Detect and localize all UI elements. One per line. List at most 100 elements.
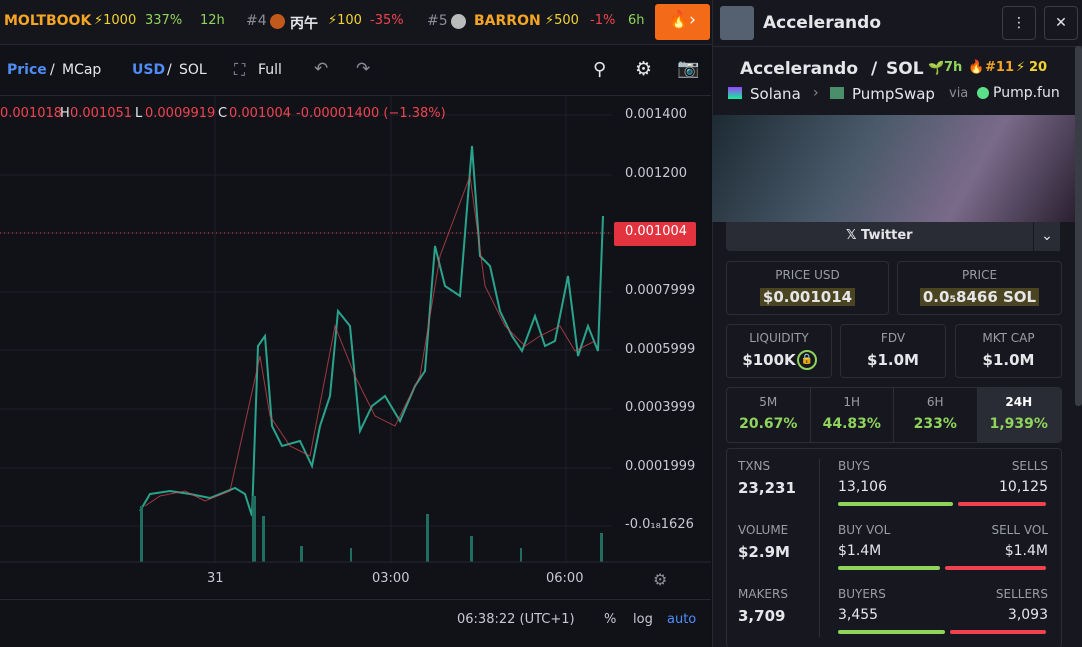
stat-label: MAKERS bbox=[738, 587, 788, 601]
mkt-cap-card: MKT CAP $1.0M bbox=[955, 324, 1062, 378]
ticker-name[interactable]: 丙午 bbox=[290, 16, 318, 32]
separator: / bbox=[167, 62, 172, 78]
ticker-bar bbox=[0, 0, 712, 45]
stat-label: TXNS bbox=[738, 459, 771, 473]
menu-button[interactable]: ⋮ bbox=[1002, 6, 1036, 40]
grid bbox=[0, 96, 612, 562]
screenshot-button[interactable]: 📷 bbox=[677, 58, 700, 79]
stat-value: 3,709 bbox=[738, 607, 786, 625]
timeframe-tab[interactable]: 5M 20.67% bbox=[727, 388, 811, 442]
price-card: PRICE 0.0₅8466 SOL bbox=[897, 261, 1062, 315]
card-label: PRICE bbox=[961, 268, 998, 282]
auto-toggle[interactable]: auto bbox=[667, 612, 697, 627]
banner-image bbox=[712, 115, 1075, 222]
pair-rank: #11 bbox=[985, 60, 1014, 75]
current-price-badge bbox=[614, 222, 696, 246]
buy-bar bbox=[838, 502, 953, 506]
price-toggle[interactable]: Price bbox=[7, 62, 47, 78]
full-button[interactable]: Full bbox=[258, 62, 282, 78]
sol-toggle[interactable]: SOL bbox=[179, 62, 207, 78]
dex-icon bbox=[830, 87, 844, 99]
full-icon: ⛶ bbox=[234, 60, 246, 79]
pair-boost: 20 bbox=[1029, 60, 1048, 75]
x-tick-label: 31 bbox=[207, 571, 224, 586]
ticker-change: -1% bbox=[590, 13, 616, 28]
sell-label: SELLERS bbox=[995, 587, 1048, 601]
undo-button[interactable]: ↶ bbox=[314, 59, 329, 79]
settings-button[interactable]: ⚙ bbox=[635, 58, 653, 80]
via: via bbox=[949, 86, 969, 101]
buy-value: 13,106 bbox=[838, 479, 887, 495]
indicator-button[interactable]: ⚲ bbox=[593, 59, 607, 80]
tab-label: 1H bbox=[843, 395, 861, 409]
current-price: 0.001004 bbox=[625, 224, 688, 239]
launchpad-icon bbox=[977, 87, 989, 99]
x-tick-label: 06:00 bbox=[546, 571, 584, 586]
close-button[interactable]: ✕ bbox=[1044, 6, 1078, 40]
timeframe-tabs: 5M 20.67% 1H 44.83% 6H 233% 24H 1,939% bbox=[726, 387, 1062, 443]
ticker-boost: ⚡500 bbox=[545, 13, 579, 28]
dex[interactable]: PumpSwap bbox=[852, 85, 935, 103]
stat-value: 23,231 bbox=[738, 479, 796, 497]
card-label: LIQUIDITY bbox=[749, 331, 809, 345]
trending-button[interactable] bbox=[655, 4, 710, 40]
pair-age: 7h bbox=[944, 60, 963, 75]
y-tick-label: 0.0003999 bbox=[625, 400, 696, 415]
buy-label: BUYS bbox=[838, 459, 870, 473]
mcap-toggle[interactable]: MCap bbox=[62, 62, 102, 78]
timeframe-tab[interactable]: 24H 1,939% bbox=[977, 388, 1061, 442]
card-label: PRICE USD bbox=[775, 268, 840, 282]
twitter-label: 𝕏 Twitter bbox=[846, 228, 913, 243]
volume-bars bbox=[140, 496, 603, 562]
sell-value: $1.4M bbox=[1004, 543, 1048, 559]
y-tick-label: 0.0001999 bbox=[625, 459, 696, 474]
launchpad[interactable]: Pump.fun bbox=[993, 85, 1060, 101]
y-tick-label: 0.0007999 bbox=[625, 283, 696, 298]
axis-settings[interactable]: ⚙ bbox=[653, 570, 668, 589]
card-value: $100K bbox=[742, 351, 796, 369]
buy-value: $1.4M bbox=[838, 543, 882, 559]
ohlc-h-label: H bbox=[60, 106, 70, 121]
ticker-age: 6h bbox=[628, 13, 645, 28]
tab-label: 6H bbox=[926, 395, 944, 409]
redo-button[interactable]: ↷ bbox=[356, 59, 371, 79]
tab-change: 233% bbox=[913, 416, 957, 432]
ticker-name[interactable]: MOLTBOOK bbox=[4, 13, 92, 29]
ohlc-open: 0.001018 bbox=[0, 106, 63, 121]
fire-icon: 🔥› bbox=[668, 10, 696, 30]
sell-value: 3,093 bbox=[1007, 607, 1048, 623]
expand-button[interactable]: ⌄ bbox=[1034, 222, 1060, 251]
sell-bar bbox=[944, 566, 1046, 570]
usd-toggle[interactable]: USD bbox=[132, 62, 166, 78]
price-usd: $0.001014 bbox=[759, 288, 856, 306]
card-label: MKT CAP bbox=[982, 331, 1035, 345]
tab-change: 44.83% bbox=[822, 416, 881, 432]
token-icon bbox=[270, 14, 285, 29]
twitter-button[interactable] bbox=[726, 222, 1033, 251]
pair-base: Accelerando bbox=[740, 59, 859, 79]
card-value: 0.0₅8466 SOL bbox=[898, 288, 1061, 306]
timeframe-tab[interactable]: 6H 233% bbox=[894, 388, 978, 442]
log-toggle[interactable]: log bbox=[633, 612, 653, 627]
ticker-rank: #5 bbox=[427, 13, 448, 29]
y-tick-label: -0.0₁₈1626 bbox=[625, 517, 694, 532]
ticker-change: 337% bbox=[145, 13, 183, 28]
y-tick-label: 0.0005999 bbox=[625, 342, 696, 357]
ticker-rank: #4 bbox=[246, 13, 267, 29]
ohlc-close: 0.001004 bbox=[229, 106, 292, 121]
liquidity-card: LIQUIDITY $100K 🔒 bbox=[726, 324, 832, 378]
ticker-age: 12h bbox=[200, 13, 225, 28]
percent-toggle[interactable]: % bbox=[604, 612, 617, 627]
ohlc-c-label: C bbox=[218, 106, 228, 121]
card-value: $1.0M bbox=[982, 351, 1035, 369]
twitter-text: Twitter bbox=[861, 228, 913, 243]
token-avatar bbox=[720, 6, 754, 40]
ticker-name[interactable]: BARRON bbox=[474, 13, 541, 29]
chain[interactable]: Solana bbox=[750, 85, 801, 103]
ohlc-high: 0.001051 bbox=[70, 106, 133, 121]
chart-toolbar bbox=[0, 45, 711, 96]
buy-label: BUYERS bbox=[838, 587, 886, 601]
buy-bar bbox=[838, 566, 940, 570]
timeframe-tab[interactable]: 1H 44.83% bbox=[811, 388, 894, 442]
